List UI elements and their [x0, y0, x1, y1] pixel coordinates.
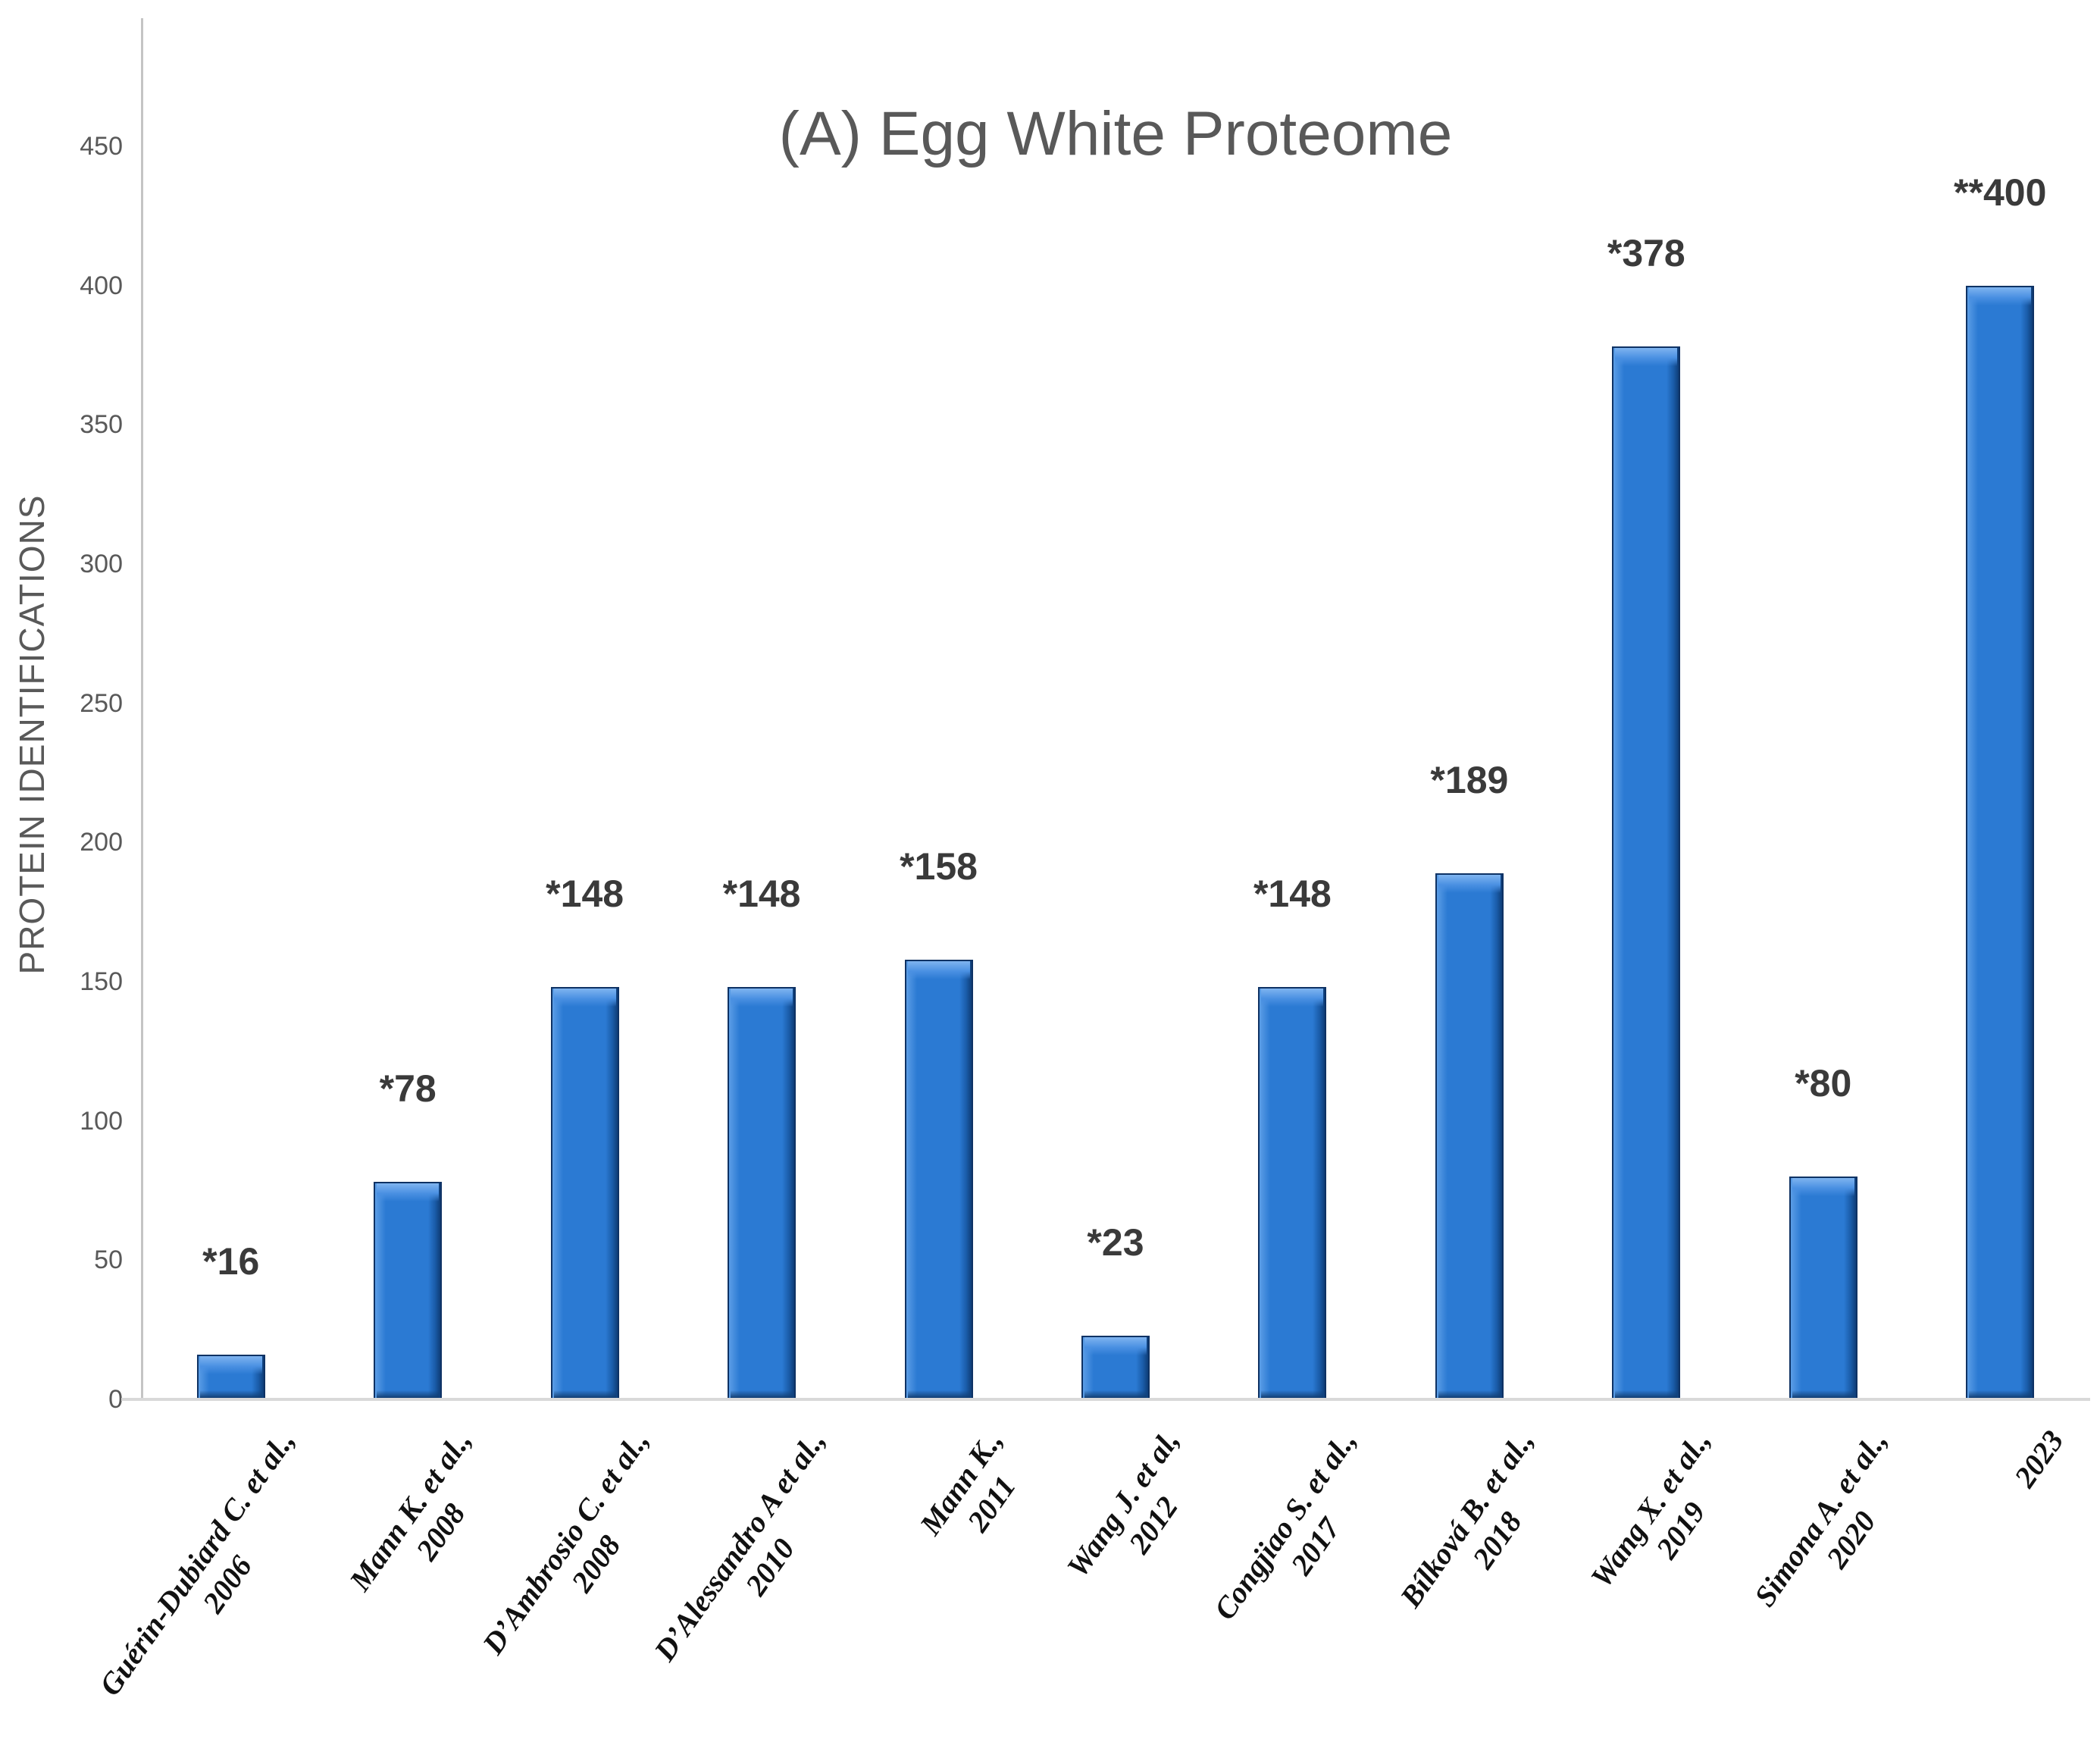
bar-value-label: *16	[202, 1240, 260, 1283]
y-tick-label: 100	[80, 1106, 123, 1136]
y-tick-label: 250	[80, 688, 123, 718]
y-tick-label: 50	[94, 1246, 123, 1275]
y-axis-title: PROTEIN IDENTIFICATIONS	[12, 494, 52, 975]
bar-value-label: *148	[722, 873, 801, 916]
x-axis-line	[121, 1398, 2090, 1401]
bar	[1966, 285, 2035, 1399]
bar-value-label: *80	[1795, 1062, 1852, 1105]
bar-value-label: *148	[1253, 873, 1332, 916]
y-tick-label: 300	[80, 550, 123, 578]
bar	[196, 1355, 265, 1399]
x-category-year: 2023	[2008, 1424, 2070, 1493]
bar-value-label: *158	[900, 844, 978, 888]
x-category-label: Wang J. et al, 2012	[1059, 1424, 1218, 1606]
x-category-label: Wang X. et al., 2019	[1583, 1424, 1748, 1616]
bar-value-label: *23	[1087, 1220, 1144, 1264]
bar-value-label: *148	[546, 873, 624, 916]
x-category-label: Congjiao S. et al., 2017	[1206, 1424, 1394, 1648]
chart-title: (A) Egg White Proteome	[778, 99, 1453, 168]
y-tick-label: 150	[80, 967, 123, 996]
bar	[1435, 873, 1504, 1399]
x-category-label: Mann K., 2011	[912, 1424, 1041, 1563]
x-category-label: 2023	[2007, 1424, 2072, 1495]
bar	[1612, 346, 1681, 1399]
x-category-label: Mann K. et al., 2008	[343, 1424, 510, 1619]
y-tick-label: 200	[80, 828, 123, 857]
bar	[1081, 1335, 1150, 1399]
bar	[728, 987, 796, 1399]
y-tick-label: 0	[108, 1385, 123, 1414]
y-tick-label: 400	[80, 271, 123, 300]
bar	[1258, 987, 1327, 1399]
bar	[904, 959, 973, 1399]
x-category-label: Simona A. et al., 2020	[1747, 1424, 1926, 1635]
bar	[1789, 1177, 1857, 1399]
y-tick-label: 450	[80, 132, 123, 161]
y-axis-line	[141, 18, 143, 1399]
bar-value-label: *78	[379, 1067, 437, 1111]
bar-value-label: *189	[1430, 758, 1509, 801]
x-category-label: Bílková B. et al., 2018	[1392, 1424, 1572, 1636]
x-category-label: Guérin-Dubiard C. et al., 2006	[92, 1424, 333, 1724]
x-category-name: Guérin-Dubiard C. et al.,	[92, 1424, 302, 1702]
bar-value-label: *378	[1607, 232, 1685, 275]
y-tick-label: 350	[80, 410, 123, 440]
bar	[374, 1182, 443, 1399]
bar-value-label: **400	[1954, 171, 2047, 214]
bar	[550, 987, 619, 1399]
